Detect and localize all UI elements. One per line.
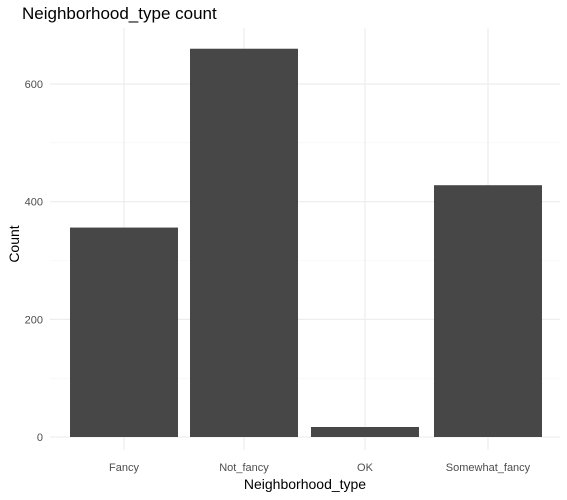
x-tick-label: OK [357, 462, 374, 474]
x-tick-label: Somewhat_fancy [446, 462, 531, 474]
y-tick-label: 400 [25, 197, 43, 209]
chart-title: Neighborhood_type count [22, 4, 217, 23]
bar-ok [311, 426, 419, 437]
x-tick-label: Fancy [109, 462, 139, 474]
bar-somewhat-fancy [434, 185, 542, 437]
bar-fancy [70, 227, 178, 437]
y-tick-label: 200 [25, 314, 43, 326]
y-tick-label: 0 [37, 432, 43, 444]
y-tick-label: 600 [25, 79, 43, 91]
x-axis-label: Neighborhood_type [243, 476, 367, 492]
bar-not-fancy [190, 48, 298, 438]
x-tick-label: Not_fancy [219, 462, 269, 474]
